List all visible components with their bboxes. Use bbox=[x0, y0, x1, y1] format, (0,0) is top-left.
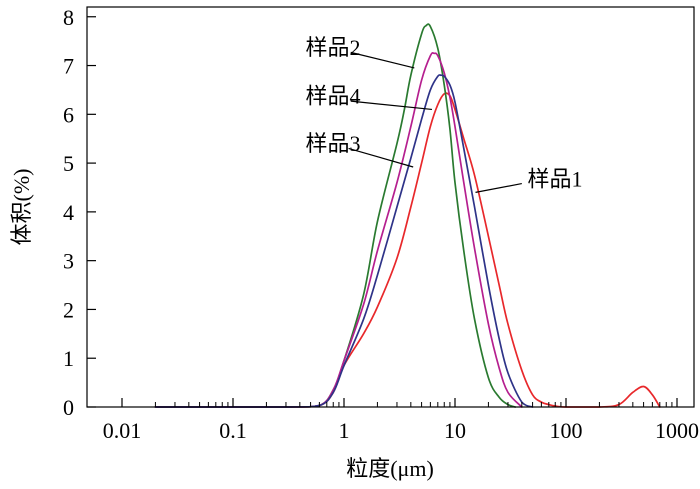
x-tick-label: 10 bbox=[444, 418, 466, 443]
x-tick-label: 1000 bbox=[655, 418, 699, 443]
x-axis: 0.01 0.1 1 10 100 1000 bbox=[103, 398, 699, 443]
sample-4-leader-line bbox=[350, 100, 433, 111]
series-layer bbox=[154, 23, 661, 408]
y-tick-label: 0 bbox=[63, 395, 74, 420]
y-tick-label: 5 bbox=[63, 151, 74, 176]
y-tick-label: 3 bbox=[63, 249, 74, 274]
y-tick-label: 1 bbox=[63, 346, 74, 371]
y-tick-label: 7 bbox=[63, 54, 74, 79]
plot-frame bbox=[86, 6, 695, 408]
sample-4-label: 样品4 bbox=[306, 84, 361, 109]
sample-3-label: 样品3 bbox=[306, 131, 361, 156]
sample-3-series-line bbox=[154, 52, 523, 408]
y-tick-label: 6 bbox=[63, 102, 74, 127]
y-tick-label: 4 bbox=[63, 200, 74, 225]
x-tick-label: 0.01 bbox=[103, 418, 142, 443]
y-tick-label: 2 bbox=[63, 297, 74, 322]
annotation-layer: 样品2 样品4 样品3 样品1 bbox=[306, 35, 583, 193]
x-axis-label: 粒度(μm) bbox=[346, 456, 434, 481]
sample-3-leader-line bbox=[348, 147, 414, 168]
sample-1-label: 样品1 bbox=[528, 167, 583, 192]
sample-4-series-line bbox=[154, 74, 534, 408]
sample-2-label: 样品2 bbox=[306, 35, 361, 60]
x-tick-label: 1 bbox=[339, 418, 350, 443]
y-axis: 0 1 2 3 4 5 6 7 8 bbox=[63, 5, 96, 420]
sample-2-series-line bbox=[154, 23, 517, 408]
sample-1-leader-line bbox=[475, 182, 522, 193]
sample-2-leader-line bbox=[350, 51, 415, 69]
y-axis-label: 体积(%) bbox=[9, 169, 34, 246]
x-tick-label: 0.1 bbox=[219, 418, 247, 443]
y-tick-label: 8 bbox=[63, 5, 74, 30]
x-tick-label: 100 bbox=[550, 418, 583, 443]
